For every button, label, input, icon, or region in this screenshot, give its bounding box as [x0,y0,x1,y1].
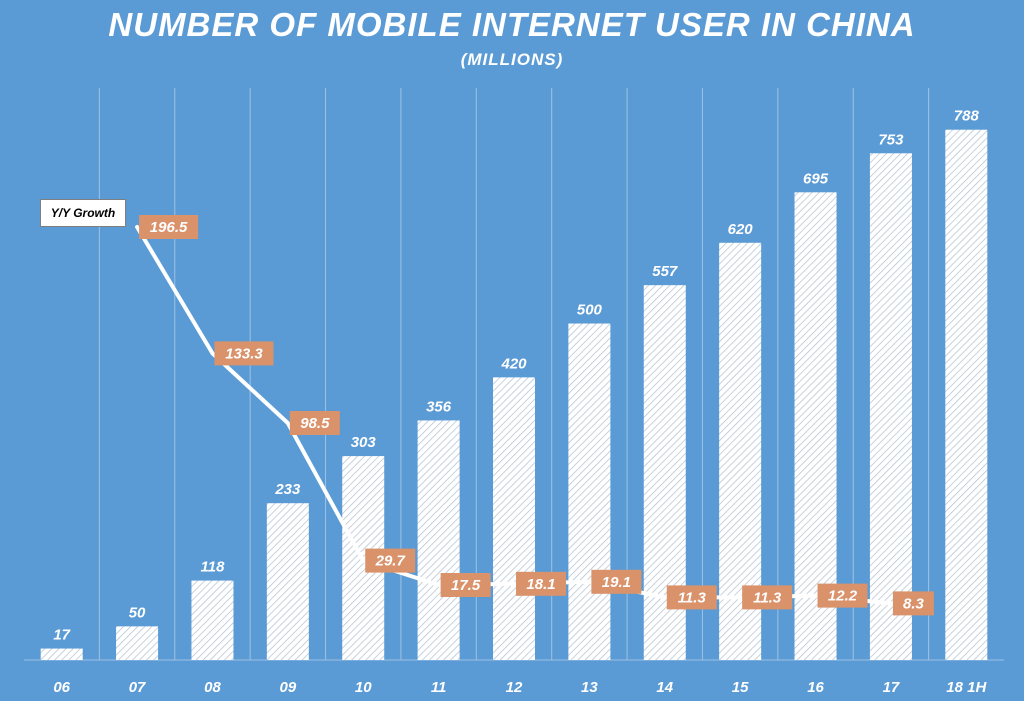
x-tick-label: 09 [280,679,297,696]
growth-label: 8.3 [903,595,925,612]
bar [945,129,988,660]
bar [417,420,460,660]
x-tick-label: 13 [581,679,598,696]
bar-value-label: 356 [426,398,452,415]
x-tick-label: 15 [732,679,749,696]
bar-value-label: 420 [500,355,527,372]
chart-title: NUMBER OF MOBILE INTERNET USER IN CHINA [108,6,916,43]
x-tick-label: 17 [883,679,900,696]
growth-label: 19.1 [602,574,631,591]
bar [40,648,83,660]
growth-label: 11.3 [678,589,707,606]
growth-label-box [817,583,868,608]
x-tick-label: 07 [129,679,146,696]
growth-label: 17.5 [451,577,481,594]
growth-label-box [365,548,416,573]
bar-value-label: 303 [351,434,377,451]
bar [794,192,837,660]
growth-legend: Y/Y Growth [40,199,126,227]
bar [266,503,309,660]
growth-label-box [516,571,566,596]
bar-value-label: 17 [53,627,70,644]
growth-label: 11.3 [753,589,782,606]
growth-label-box [289,411,340,435]
bar [869,153,912,660]
x-tick-label: 08 [204,679,221,696]
bar-value-label: 233 [274,481,301,498]
bar-value-label: 50 [129,604,146,621]
bar-value-label: 753 [878,131,904,148]
growth-label-box [139,215,199,239]
growth-label-box [214,341,274,366]
growth-label: 12.2 [828,588,858,605]
growth-label-box [591,569,642,594]
growth-label-box [666,585,717,610]
x-tick-label: 10 [355,679,372,696]
bar-value-label: 118 [201,559,226,576]
growth-label: 29.7 [375,553,406,570]
x-tick-label: 18 1H [946,679,987,696]
growth-label-box [742,585,793,610]
chart-subtitle: (MILLIONS) [460,50,564,69]
x-tick-label: 11 [431,679,447,696]
bar [191,580,234,660]
bar-value-label: 500 [577,302,603,319]
bar [568,323,611,660]
bar-value-label: 695 [803,170,829,187]
growth-label: 98.5 [300,415,330,432]
bar-value-label: 788 [954,108,980,125]
growth-label: 133.3 [225,345,263,362]
x-tick-label: 14 [656,679,673,696]
x-tick-label: 16 [807,679,824,696]
growth-label: 18.1 [526,576,555,593]
growth-label-box [892,591,934,616]
bar [116,626,159,660]
x-tick-label: 12 [506,679,523,696]
x-tick-label: 06 [53,679,70,696]
bar-value-label: 557 [652,263,678,280]
growth-label: 196.5 [150,219,188,236]
growth-label-box [440,573,491,597]
bar [493,377,535,660]
bar-value-label: 620 [728,221,754,238]
